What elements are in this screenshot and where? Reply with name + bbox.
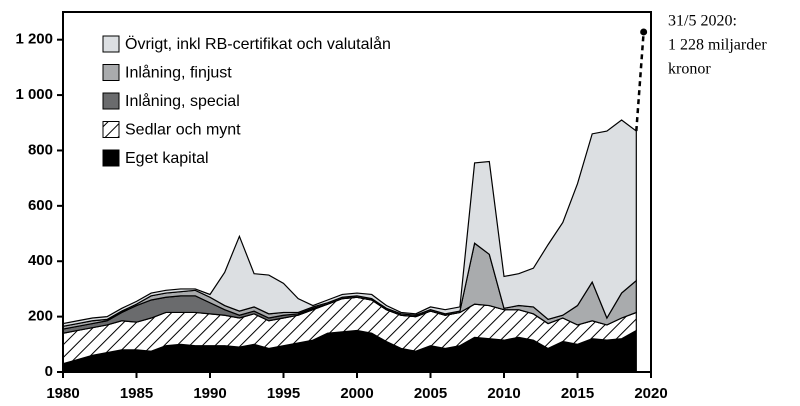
annotation-line xyxy=(635,31,645,132)
x-tick-label: 2000 xyxy=(340,385,373,402)
x-tick-label: 1990 xyxy=(193,385,226,402)
annotation-text: kronor xyxy=(668,61,711,78)
annotation-point xyxy=(640,28,648,36)
legend-label: Övrigt, inkl RB-certifikat och valutalån xyxy=(125,35,391,53)
y-tick-label: 200 xyxy=(28,308,53,325)
legend-swatch xyxy=(102,64,120,81)
x-tick-label: 2005 xyxy=(414,385,447,402)
x-tick-label: 1980 xyxy=(46,385,79,402)
x-tick-label: 2015 xyxy=(561,385,594,402)
annotation-text: 31/5 2020: xyxy=(668,13,737,30)
y-tick-label: 600 xyxy=(28,197,53,214)
legend-label: Inlåning, special xyxy=(125,92,240,110)
y-tick-label: 400 xyxy=(28,252,53,269)
y-tick-label: 800 xyxy=(28,141,53,158)
area xyxy=(62,119,637,328)
legend-swatch xyxy=(102,92,120,110)
x-tick-label: 1985 xyxy=(120,385,153,402)
y-tick-label: 1 000 xyxy=(15,86,53,103)
y-tick-label: 0 xyxy=(45,363,53,380)
legend-swatch xyxy=(102,35,120,53)
legend-label: Inlåning, finjust xyxy=(125,64,232,82)
legend-swatch xyxy=(102,121,120,138)
legend-label: Eget kapital xyxy=(125,150,209,167)
y-tick-label: 1 200 xyxy=(15,31,53,48)
x-tick-label: 2010 xyxy=(487,385,520,402)
x-tick-label: 2020 xyxy=(634,385,667,402)
legend-label: Sedlar och mynt xyxy=(125,122,241,139)
x-tick-label: 1995 xyxy=(267,385,300,402)
legend-swatch xyxy=(102,149,120,167)
annotation-text: 1 228 miljarder xyxy=(668,37,767,54)
